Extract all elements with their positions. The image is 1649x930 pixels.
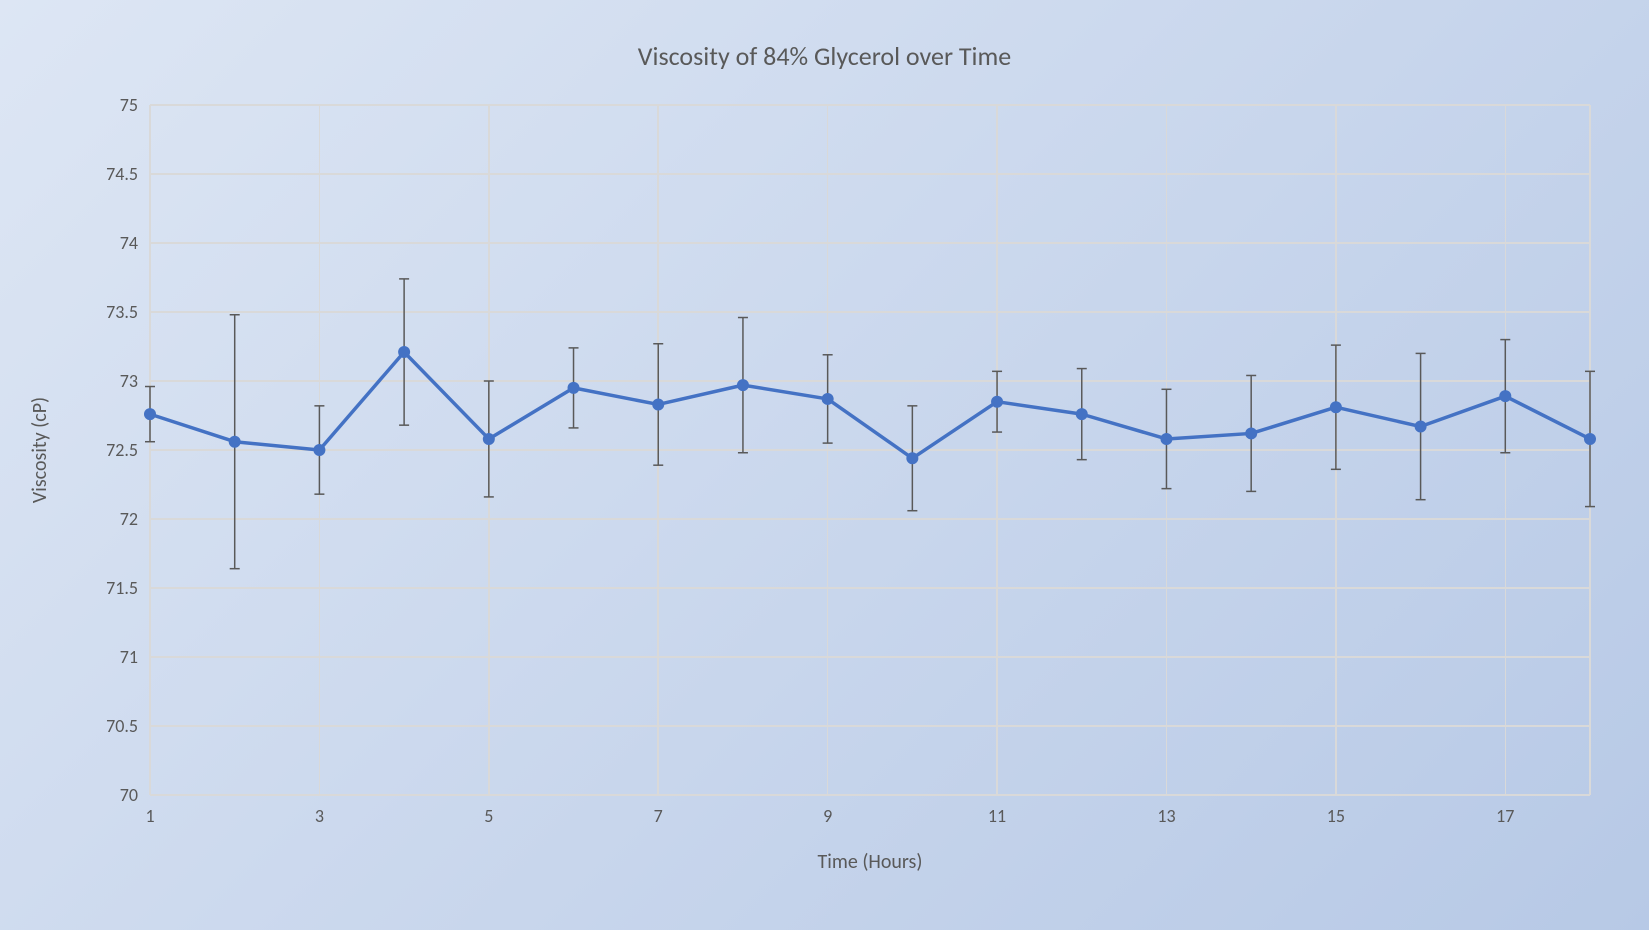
data-layer: [150, 105, 1590, 795]
x-tick-label: 13: [1146, 805, 1186, 827]
y-tick-label: 72: [78, 508, 138, 530]
data-marker: [1499, 390, 1511, 402]
x-tick-label: 17: [1485, 805, 1525, 827]
x-axis-label: Time (Hours): [818, 850, 923, 874]
y-tick-label: 74: [78, 232, 138, 254]
data-marker: [1076, 408, 1088, 420]
y-tick-label: 73: [78, 370, 138, 392]
data-marker: [1245, 427, 1257, 439]
y-tick-label: 70: [78, 784, 138, 806]
y-tick-label: 75: [78, 94, 138, 116]
y-tick-label: 71.5: [78, 577, 138, 599]
x-tick-label: 3: [299, 805, 339, 827]
data-marker: [144, 408, 156, 420]
x-tick-label: 7: [638, 805, 678, 827]
data-marker: [1415, 421, 1427, 433]
data-marker: [313, 444, 325, 456]
data-marker: [737, 379, 749, 391]
data-marker: [1330, 401, 1342, 413]
chart-title: Viscosity of 84% Glycerol over Time: [0, 40, 1649, 72]
y-tick-label: 70.5: [78, 715, 138, 737]
data-marker: [1584, 433, 1596, 445]
plot-area: [150, 105, 1590, 795]
x-tick-label: 5: [469, 805, 509, 827]
data-marker: [822, 393, 834, 405]
y-tick-label: 74.5: [78, 163, 138, 185]
data-marker: [652, 398, 664, 410]
y-tick-label: 72.5: [78, 439, 138, 461]
y-tick-label: 73.5: [78, 301, 138, 323]
data-line: [150, 352, 1590, 458]
x-tick-label: 11: [977, 805, 1017, 827]
chart-container: Viscosity of 84% Glycerol over Time Visc…: [0, 0, 1649, 930]
y-tick-label: 71: [78, 646, 138, 668]
data-marker: [991, 396, 1003, 408]
x-tick-label: 1: [130, 805, 170, 827]
x-tick-label: 15: [1316, 805, 1356, 827]
x-tick-label: 9: [808, 805, 848, 827]
data-marker: [398, 346, 410, 358]
data-marker: [906, 452, 918, 464]
data-marker: [1160, 433, 1172, 445]
y-axis-label: Viscosity (cP): [28, 397, 52, 503]
data-marker: [229, 436, 241, 448]
data-marker: [483, 433, 495, 445]
data-marker: [568, 382, 580, 394]
